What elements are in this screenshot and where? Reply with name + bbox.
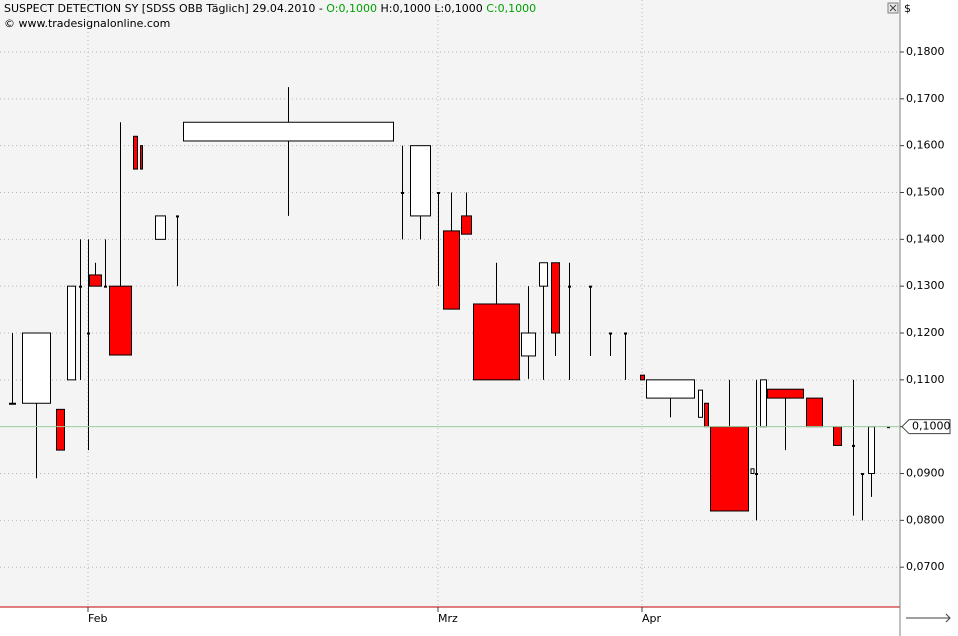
candle-body	[833, 426, 842, 446]
candle-body	[704, 402, 709, 428]
candle-body	[104, 285, 107, 288]
y-axis-area	[900, 0, 958, 636]
candle-body	[56, 408, 65, 451]
candle-body	[140, 145, 143, 170]
x-tick-label: Feb	[88, 612, 107, 625]
header-high-low: H:0,1000 L:0,1000	[377, 2, 486, 15]
header-open: O:0,1000	[326, 2, 377, 15]
candle-body	[155, 215, 166, 240]
x-axis-area	[0, 607, 900, 636]
candle-body	[750, 468, 755, 475]
close-icon	[889, 4, 897, 12]
candle-body	[410, 145, 431, 217]
y-tick-label: 0,1600	[906, 139, 945, 152]
candle-body	[767, 388, 804, 399]
candle-body	[640, 374, 645, 381]
candle-body	[89, 274, 102, 287]
candle-body	[755, 473, 758, 476]
y-tick-label: 0,1800	[906, 45, 945, 58]
candle-body	[79, 285, 82, 288]
header-close: C:0,1000	[486, 2, 536, 15]
candle-body	[473, 303, 520, 381]
candle-body	[698, 389, 703, 418]
candle-body	[133, 135, 138, 170]
candle-body	[624, 332, 627, 335]
candle-body	[461, 215, 472, 235]
candle-body	[646, 379, 695, 399]
x-tick-label: Mrz	[438, 612, 458, 625]
candle-body	[183, 121, 394, 142]
candle-body	[806, 397, 823, 428]
candle-body	[437, 191, 440, 194]
y-tick-label: 0,1100	[906, 373, 945, 386]
source: © www.tradesignalonline.com	[4, 17, 170, 30]
candle-body	[67, 285, 76, 381]
candle-body	[87, 332, 90, 335]
candle-body	[861, 473, 864, 476]
candle-body	[551, 262, 560, 334]
candle-body	[176, 215, 179, 218]
y-tick-label: 0,0800	[906, 513, 945, 526]
candle-body	[568, 285, 571, 288]
header-title: SUSPECT DETECTION SY [SDSS OBB Täglich] …	[4, 2, 326, 15]
candle-body	[609, 332, 612, 335]
candle-body	[868, 426, 875, 475]
candle-body	[109, 285, 132, 356]
candle-body	[521, 332, 536, 357]
y-tick-label: 0,1200	[906, 326, 945, 339]
candle-body	[760, 379, 767, 428]
last-price-box	[901, 419, 951, 435]
y-tick-label: 0,1300	[906, 279, 945, 292]
last-price-label: 0,1000	[912, 420, 951, 433]
y-unit: $	[904, 2, 911, 15]
candle-body	[852, 444, 855, 447]
candle-body	[539, 262, 548, 287]
candle-body	[22, 332, 51, 404]
y-tick-label: 0,0900	[906, 467, 945, 480]
header: SUSPECT DETECTION SY [SDSS OBB Täglich] …	[4, 2, 536, 15]
y-tick-label: 0,1500	[906, 185, 945, 198]
y-tick-label: 0,0700	[906, 560, 945, 573]
candle-body	[401, 191, 404, 194]
y-tick-label: 0,1400	[906, 232, 945, 245]
x-tick-label: Apr	[642, 612, 662, 625]
scroll-icon[interactable]	[906, 613, 951, 623]
y-tick-label: 0,1700	[906, 92, 945, 105]
candle-body	[9, 402, 16, 405]
candle-body	[710, 426, 749, 512]
candle-body	[443, 230, 460, 310]
candle-body	[589, 285, 592, 288]
